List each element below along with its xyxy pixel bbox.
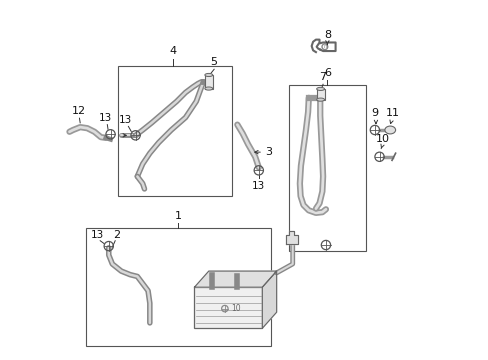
- Text: 13: 13: [252, 181, 265, 191]
- Text: 3: 3: [264, 147, 272, 157]
- Text: 13: 13: [118, 114, 132, 125]
- Ellipse shape: [316, 98, 324, 101]
- Text: 10: 10: [375, 134, 389, 144]
- Text: n: n: [323, 44, 326, 49]
- Bar: [204, 75, 212, 89]
- Polygon shape: [262, 271, 276, 328]
- Ellipse shape: [204, 87, 212, 90]
- Text: 4: 4: [169, 46, 176, 56]
- Ellipse shape: [384, 126, 395, 134]
- Text: 11: 11: [386, 108, 399, 118]
- Ellipse shape: [316, 87, 324, 90]
- Text: 7: 7: [319, 72, 326, 82]
- Bar: [194, 287, 262, 328]
- Text: 9: 9: [371, 108, 378, 118]
- Text: 8: 8: [323, 30, 330, 40]
- Text: 2: 2: [112, 230, 120, 240]
- Text: 6: 6: [323, 68, 330, 78]
- Text: 13: 13: [90, 230, 104, 240]
- Ellipse shape: [204, 73, 212, 77]
- Text: 5: 5: [210, 58, 217, 67]
- Polygon shape: [285, 231, 298, 244]
- Text: 1: 1: [175, 211, 182, 221]
- Bar: [288, 85, 365, 251]
- Polygon shape: [194, 271, 276, 287]
- Text: 13: 13: [99, 113, 112, 123]
- Text: 12: 12: [71, 107, 85, 116]
- Text: 10: 10: [230, 304, 240, 313]
- Bar: [118, 66, 231, 196]
- Bar: [85, 228, 271, 346]
- Bar: [316, 89, 324, 100]
